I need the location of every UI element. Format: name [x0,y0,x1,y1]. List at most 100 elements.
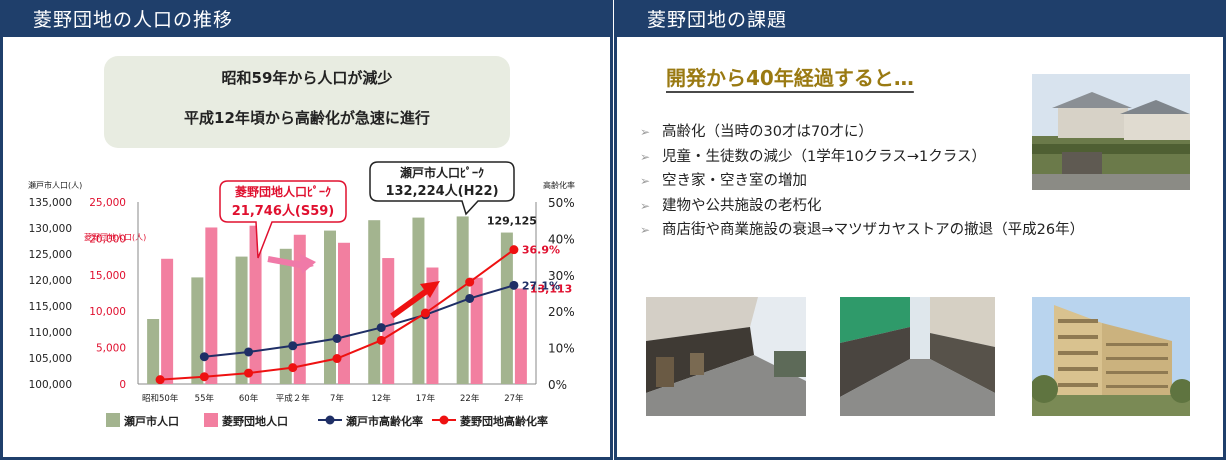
y-left-inner-tick: 20,000 [89,233,126,245]
y-left-inner-tick: 15,000 [89,270,126,282]
bar-seto-population [412,217,425,384]
issue-item: ➢ 商店街や商業施設の衰退⇒マツザカヤストアの撤退（平成26年） [640,218,1084,243]
point-hishino-aging-rate [332,354,342,364]
y-left-outer-tick: 110,000 [29,327,72,339]
y-left-inner-tick: 10,000 [89,306,126,318]
legend-point-seto-aging [325,415,335,425]
population-chart: 瀬戸市人口(人) 菱野団地人口(人) 高齢化率 100,000 105,000 110,0… [28,161,575,428]
point-hishino-aging-rate [465,277,475,287]
point-hishino-aging-rate [155,375,165,385]
y-right-tick: 10% [548,342,575,356]
point-hishino-aging-rate [288,363,298,373]
bar-seto-population [368,220,381,384]
bar-hishino-population [514,288,527,384]
hishino-last-pop-label: 13,113 [530,283,572,296]
bar-hishino-population [205,227,218,384]
bar-seto-population [500,232,513,384]
hishino-peak-label-2: 21,746人(S59) [232,203,335,219]
y-left-outer-tick: 135,000 [29,197,72,209]
issues-heading: 開発から40年経過すると… [666,66,914,90]
point-seto-aging-rate [288,341,298,351]
bar-seto-population [191,277,204,384]
issues-list: ➢ 高齢化（当時の30才は70才に） ➢ 児童・生徒数の減少（1学年10クラス→1クラ… [640,120,1084,243]
y-left-outer-tick: 100,000 [29,379,72,391]
issue-item: ➢ 児童・生徒数の減少（1学年10クラス→1クラス） [640,145,1084,170]
summary-box: 昭和59年から人口が減少 平成12年頃から高齢化が急速に進行 [104,56,510,148]
issue-item: ➢ 高齢化（当時の30才は70才に） [640,120,1084,145]
issues-panel-title: 菱野団地の課題 [617,3,1223,37]
point-hishino-aging-rate [420,308,430,318]
x-tick-label: 55年 [195,393,215,404]
x-tick-label: 12年 [372,393,392,404]
decline-arrow-head [300,254,316,274]
bar-hishino-population [338,242,350,384]
x-tick-label: 22年 [460,393,480,404]
point-hishino-aging-rate [244,368,254,378]
legend-point-hishino-aging [439,415,449,425]
seto-last-rate-label: 27.1% [522,279,560,292]
x-tick-label: 7年 [330,393,344,404]
seto-peak-callout [369,161,515,216]
arcade-photo [840,297,995,416]
seto-peak-label-2: 132,224人(H22) [385,183,498,199]
y-right-tick: 40% [548,232,575,246]
point-seto-aging-rate [376,323,386,333]
y-right-tick: 20% [548,305,575,319]
y-left-outer-tick: 105,000 [29,353,72,365]
y-right-tick: 0% [548,378,567,392]
point-hishino-aging-rate [376,335,386,345]
x-tick-label: 平成２年 [276,393,311,404]
hishino-peak-callout [219,180,347,259]
y-right-tick: 50% [548,196,575,210]
population-panel-title: 菱野団地の人口の推移 [3,3,610,37]
x-tick-label: 27年 [504,393,524,404]
y-left-inner-tick: 0 [119,379,126,391]
arcade-photo-graphic [840,297,995,416]
issue-text: 高齢化（当時の30才は70才に） [662,124,873,140]
legend-swatch-hishino-population [204,413,218,427]
bar-seto-population [235,256,248,384]
issue-item: ➢ 建物や公共施設の老朽化 [640,194,1084,219]
y-left-outer-tick: 115,000 [29,301,72,313]
y-right-tick: 30% [548,269,575,283]
houses-photo-graphic [1032,74,1190,190]
y-left-outer-tick: 125,000 [29,249,72,261]
point-seto-aging-rate [465,293,475,303]
arrow-bullet-icon: ➢ [640,125,651,139]
legend-seto-aging-rate: 瀬戸市高齢化率 [346,414,423,428]
houses-photo [1032,74,1190,190]
street-photo-1 [646,297,806,416]
hishino-last-rate-label: 36.9% [522,244,560,257]
seto-peak-label-1: 瀬戸市人口ﾋﾟｰｸ [399,165,484,180]
issue-text: 児童・生徒数の減少（1学年10クラス→1クラス） [662,148,986,165]
point-seto-aging-rate [199,352,209,362]
bar-hishino-population [161,258,174,384]
x-tick-label: 昭和50年 [142,393,179,404]
bar-seto-population [279,248,292,384]
apartment-photo-graphic [1032,297,1190,416]
arrow-bullet-icon: ➢ [640,149,651,164]
aging-arrow-head [420,281,440,298]
x-tick-label: 17年 [416,393,436,404]
y-left-outer-tick: 120,000 [29,275,72,287]
y-left-outer-label: 瀬戸市人口(人) [28,180,82,190]
summary-line-1: 昭和59年から人口が減少 [221,69,393,87]
point-seto-aging-rate [509,280,519,290]
x-tick-label: 60年 [239,393,259,404]
issue-item: ➢ 空き家・空き室の増加 [640,169,1084,194]
street-photo-1-graphic [646,297,806,416]
bar-hishino-population [470,277,483,384]
point-hishino-aging-rate [199,372,209,382]
line-seto-aging-rate [204,284,515,358]
y-left-inner-tick: 5,000 [96,343,126,355]
arrow-bullet-icon: ➢ [640,223,651,237]
legend-hishino-population: 菱野団地人口 [222,414,288,428]
arrow-bullet-icon: ➢ [640,198,651,213]
y-left-outer-tick: 130,000 [29,223,72,235]
aging-arrow-shaft [390,287,430,319]
seto-last-pop-label: 129,125 [487,215,537,228]
point-seto-aging-rate [244,347,254,357]
legend-hishino-aging-rate: 菱野団地高齢化率 [460,414,548,428]
issue-text: 空き家・空き室の増加 [662,173,807,189]
issue-text: 建物や公共施設の老朽化 [662,197,822,214]
